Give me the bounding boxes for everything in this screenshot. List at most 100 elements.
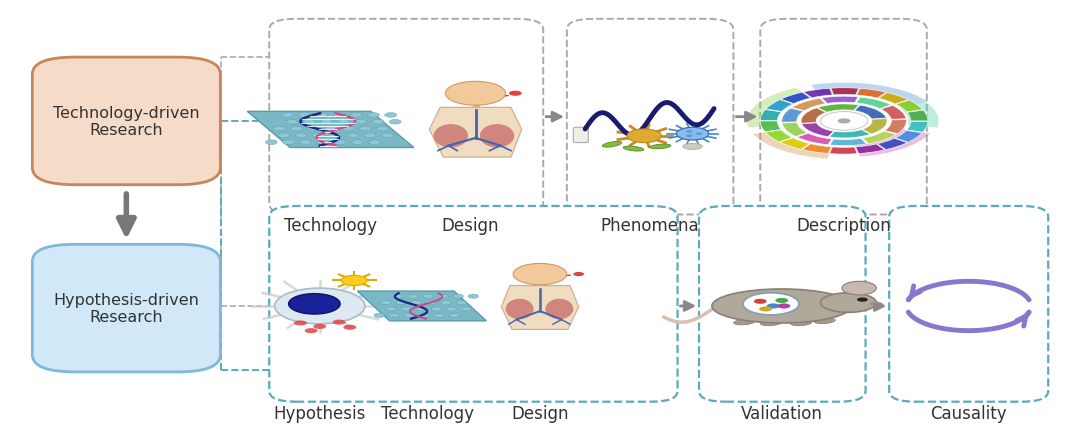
FancyBboxPatch shape [32,58,220,185]
Circle shape [303,120,315,125]
FancyBboxPatch shape [760,20,927,215]
Wedge shape [822,97,859,104]
Circle shape [381,134,393,138]
Circle shape [350,114,362,118]
Circle shape [386,307,396,311]
Circle shape [278,134,289,138]
Text: Design: Design [511,404,569,422]
Wedge shape [818,104,859,113]
Circle shape [294,321,307,326]
Ellipse shape [683,144,702,150]
Circle shape [384,114,396,118]
Circle shape [313,324,326,329]
Circle shape [333,320,346,325]
Circle shape [288,294,340,314]
Circle shape [456,301,467,305]
Circle shape [676,128,708,141]
Wedge shape [760,122,781,132]
Circle shape [449,313,459,318]
Circle shape [438,295,448,298]
FancyBboxPatch shape [32,245,220,372]
Ellipse shape [821,293,876,313]
Ellipse shape [760,320,782,326]
Circle shape [299,114,311,118]
Circle shape [441,301,451,305]
Text: Technology: Technology [284,217,377,235]
Circle shape [696,133,702,135]
Circle shape [373,120,383,125]
Circle shape [401,307,411,311]
Wedge shape [862,119,887,135]
Wedge shape [831,89,859,96]
Wedge shape [856,89,886,99]
Circle shape [274,289,365,324]
Wedge shape [781,93,811,104]
Circle shape [408,295,418,298]
Circle shape [743,293,799,315]
Circle shape [461,307,472,311]
Circle shape [416,307,427,311]
Wedge shape [895,131,922,143]
Wedge shape [829,130,870,138]
Circle shape [393,295,403,298]
FancyBboxPatch shape [269,206,677,402]
Circle shape [842,282,876,295]
Circle shape [389,120,401,125]
Wedge shape [801,109,826,124]
Circle shape [283,141,295,145]
Polygon shape [430,108,522,158]
Circle shape [343,325,356,330]
Text: Description: Description [797,217,891,235]
Wedge shape [801,123,834,137]
Ellipse shape [791,320,811,326]
Text: Design: Design [442,217,499,235]
FancyBboxPatch shape [699,206,865,402]
Wedge shape [804,89,833,98]
Circle shape [308,127,320,132]
Wedge shape [885,120,906,134]
Circle shape [305,329,318,333]
Wedge shape [792,99,825,111]
Wedge shape [877,139,907,150]
Circle shape [338,120,350,125]
Ellipse shape [814,319,835,324]
Wedge shape [878,93,908,104]
Wedge shape [782,109,804,123]
Circle shape [411,301,421,305]
Circle shape [367,114,379,118]
Ellipse shape [712,289,852,323]
Circle shape [342,127,354,132]
Circle shape [325,127,337,132]
Circle shape [334,141,346,145]
Circle shape [431,307,442,311]
Wedge shape [895,101,922,113]
Ellipse shape [623,147,644,152]
Circle shape [404,313,415,318]
Wedge shape [780,138,810,150]
Circle shape [368,141,380,145]
Circle shape [513,264,567,285]
Wedge shape [766,100,793,112]
Circle shape [454,295,463,298]
Circle shape [291,127,302,132]
Circle shape [396,301,406,305]
Circle shape [347,134,359,138]
Wedge shape [831,139,866,146]
Ellipse shape [733,319,755,325]
Circle shape [446,307,457,311]
Circle shape [364,134,376,138]
Circle shape [329,134,341,138]
Circle shape [509,92,522,97]
Wedge shape [753,131,833,159]
Circle shape [686,131,692,133]
Ellipse shape [869,302,882,306]
Circle shape [778,304,791,309]
Wedge shape [907,111,928,122]
Ellipse shape [505,299,534,319]
Wedge shape [747,89,811,128]
Circle shape [775,298,788,303]
Wedge shape [881,106,906,120]
Text: Validation: Validation [741,404,823,422]
FancyBboxPatch shape [573,128,589,143]
Circle shape [419,313,430,318]
